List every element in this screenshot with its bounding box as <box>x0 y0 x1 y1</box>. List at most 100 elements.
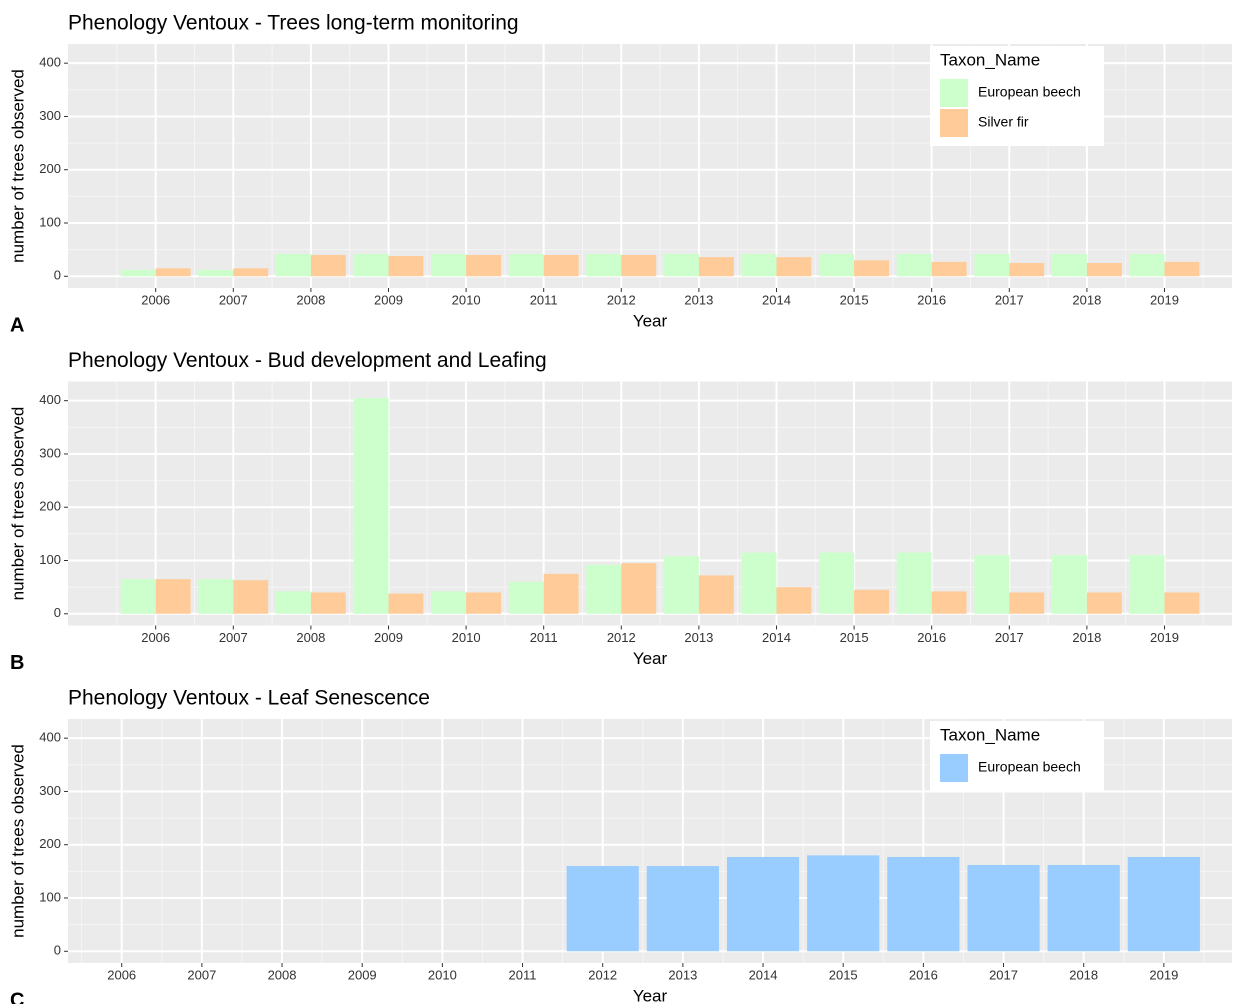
bar <box>1009 592 1045 614</box>
x-tick-label: 2019 <box>1150 292 1179 307</box>
bar <box>508 253 544 277</box>
bar <box>543 254 579 277</box>
x-tick-label: 2019 <box>1149 967 1178 982</box>
bar <box>819 253 855 277</box>
x-tick-label: 2008 <box>296 630 325 645</box>
bar <box>233 580 269 614</box>
x-tick-label: 2018 <box>1069 967 1098 982</box>
x-axis-title: Year <box>633 986 668 1004</box>
x-tick-label: 2006 <box>141 292 170 307</box>
x-tick-label: 2015 <box>829 967 858 982</box>
chart-title: Phenology Ventoux - Trees long-term moni… <box>68 12 519 35</box>
bar <box>931 591 967 614</box>
x-tick-label: 2012 <box>607 630 636 645</box>
x-tick-label: 2010 <box>428 967 457 982</box>
x-tick-label: 2013 <box>668 967 697 982</box>
x-tick-label: 2019 <box>1150 630 1179 645</box>
legend-key <box>940 754 968 782</box>
bar <box>974 555 1010 614</box>
x-tick-label: 2014 <box>749 967 778 982</box>
panel-tag: C <box>10 989 24 1004</box>
y-axis-title: number of trees observed <box>8 407 27 601</box>
y-tick-label: 100 <box>39 889 61 904</box>
bar <box>120 269 156 277</box>
bar <box>646 866 719 952</box>
y-tick-label: 100 <box>39 214 61 229</box>
bar <box>155 579 191 614</box>
x-tick-label: 2013 <box>684 292 713 307</box>
bar <box>974 253 1010 277</box>
panel-tag: A <box>10 314 24 336</box>
bar <box>388 593 424 614</box>
x-tick-label: 2010 <box>452 292 481 307</box>
x-tick-label: 2006 <box>141 630 170 645</box>
x-tick-label: 2015 <box>840 630 869 645</box>
x-tick-label: 2009 <box>348 967 377 982</box>
bar <box>1127 856 1200 952</box>
panel-tag: B <box>10 652 24 674</box>
bar <box>353 253 389 277</box>
legend-label: Silver fir <box>978 114 1029 130</box>
bar <box>887 856 960 952</box>
bar <box>726 856 800 952</box>
bar <box>310 592 346 614</box>
bar <box>1164 261 1200 277</box>
bar <box>1086 592 1122 614</box>
x-tick-label: 2017 <box>989 967 1018 982</box>
bar <box>776 257 812 277</box>
bar <box>586 253 622 277</box>
bar <box>1164 592 1200 614</box>
x-tick-label: 2018 <box>1072 630 1101 645</box>
bar <box>854 589 890 614</box>
y-tick-label: 200 <box>39 161 61 176</box>
y-tick-label: 0 <box>54 943 61 958</box>
x-tick-label: 2013 <box>684 630 713 645</box>
y-axis-title: number of trees observed <box>8 744 27 938</box>
bar <box>1009 262 1045 277</box>
bar <box>1129 253 1165 277</box>
bar <box>741 253 777 277</box>
bar <box>310 254 346 277</box>
x-tick-label: 2017 <box>995 630 1024 645</box>
x-tick-label: 2008 <box>296 292 325 307</box>
x-tick-label: 2008 <box>268 967 297 982</box>
x-tick-label: 2012 <box>588 967 617 982</box>
bar <box>1129 555 1165 614</box>
x-tick-label: 2009 <box>374 292 403 307</box>
bar <box>120 579 156 614</box>
bar <box>586 564 622 614</box>
y-axis-title: number of trees observed <box>8 69 27 263</box>
x-tick-label: 2006 <box>107 967 136 982</box>
chart-title: Phenology Ventoux - Bud development and … <box>68 349 547 372</box>
bar <box>1047 864 1120 952</box>
y-tick-label: 300 <box>39 783 61 798</box>
bar <box>353 398 389 614</box>
x-tick-label: 2017 <box>995 292 1024 307</box>
bar <box>275 591 311 614</box>
x-axis-title: Year <box>633 649 668 668</box>
y-tick-label: 300 <box>39 445 61 460</box>
x-tick-label: 2014 <box>762 292 791 307</box>
bar <box>1051 253 1087 277</box>
bar <box>698 257 734 277</box>
x-tick-label: 2014 <box>762 630 791 645</box>
x-tick-label: 2016 <box>909 967 938 982</box>
bar <box>198 579 234 614</box>
bar <box>621 563 657 614</box>
x-tick-label: 2016 <box>917 630 946 645</box>
bar <box>388 256 424 277</box>
chart-title: Phenology Ventoux - Leaf Senescence <box>68 687 430 710</box>
legend-label: European beech <box>978 759 1081 775</box>
bar <box>543 573 579 614</box>
bar <box>663 253 699 277</box>
bar <box>896 253 932 277</box>
legend-title: Taxon_Name <box>940 50 1040 69</box>
x-tick-label: 2007 <box>187 967 216 982</box>
bar <box>854 260 890 277</box>
bar <box>508 581 544 614</box>
bar <box>431 253 467 277</box>
bar <box>466 254 502 277</box>
y-tick-label: 400 <box>39 392 61 407</box>
